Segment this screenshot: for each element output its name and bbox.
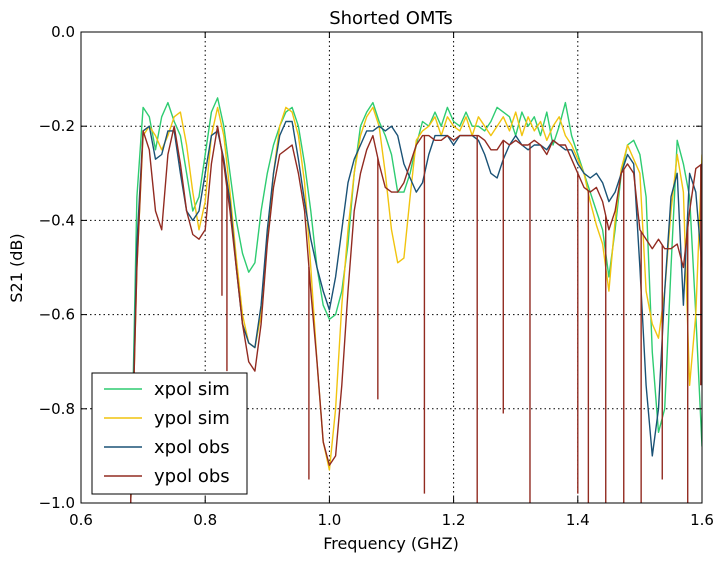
plot-frame [80,31,703,504]
y-tick-label: −0.8 [39,400,75,418]
y-tick-label: −1.0 [39,494,75,512]
series-line-3 [130,125,702,503]
chart-title: Shorted OMTs [329,8,453,29]
series-line-2 [130,120,702,503]
x-tick-label: 1.4 [566,511,590,529]
axis-ticks: 0.6 0.8 1.0 1.2 1.4 1.6 −1.0 −0.8 −0.6 −0.4 −0.2 0.… [39,23,714,529]
y-tick-label: −0.6 [39,306,75,324]
x-tick-label: 0.6 [69,511,93,529]
y-axis-label: S21 (dB) [7,233,26,302]
y-tick-label: −0.4 [39,211,75,229]
legend-label: ypol sim [154,408,230,429]
y-tick-label: −0.2 [39,117,75,135]
legend-box [91,372,248,495]
x-tick-label: 1.6 [690,511,714,529]
legend: xpol sim ypol sim xpol obs ypol obs [91,372,248,495]
y-tick-label: 0.0 [51,23,75,41]
x-tick-label: 1.0 [317,511,341,529]
series-line-1 [130,106,702,503]
legend-label: xpol sim [154,379,230,400]
series-group [130,97,702,503]
x-tick-label: 1.2 [442,511,466,529]
legend-label: xpol obs [154,437,230,458]
plot-series [130,97,702,503]
legend-label: ypol obs [154,466,230,487]
x-axis-label: Frequency (GHZ) [323,534,459,553]
x-tick-label: 0.8 [193,511,217,529]
